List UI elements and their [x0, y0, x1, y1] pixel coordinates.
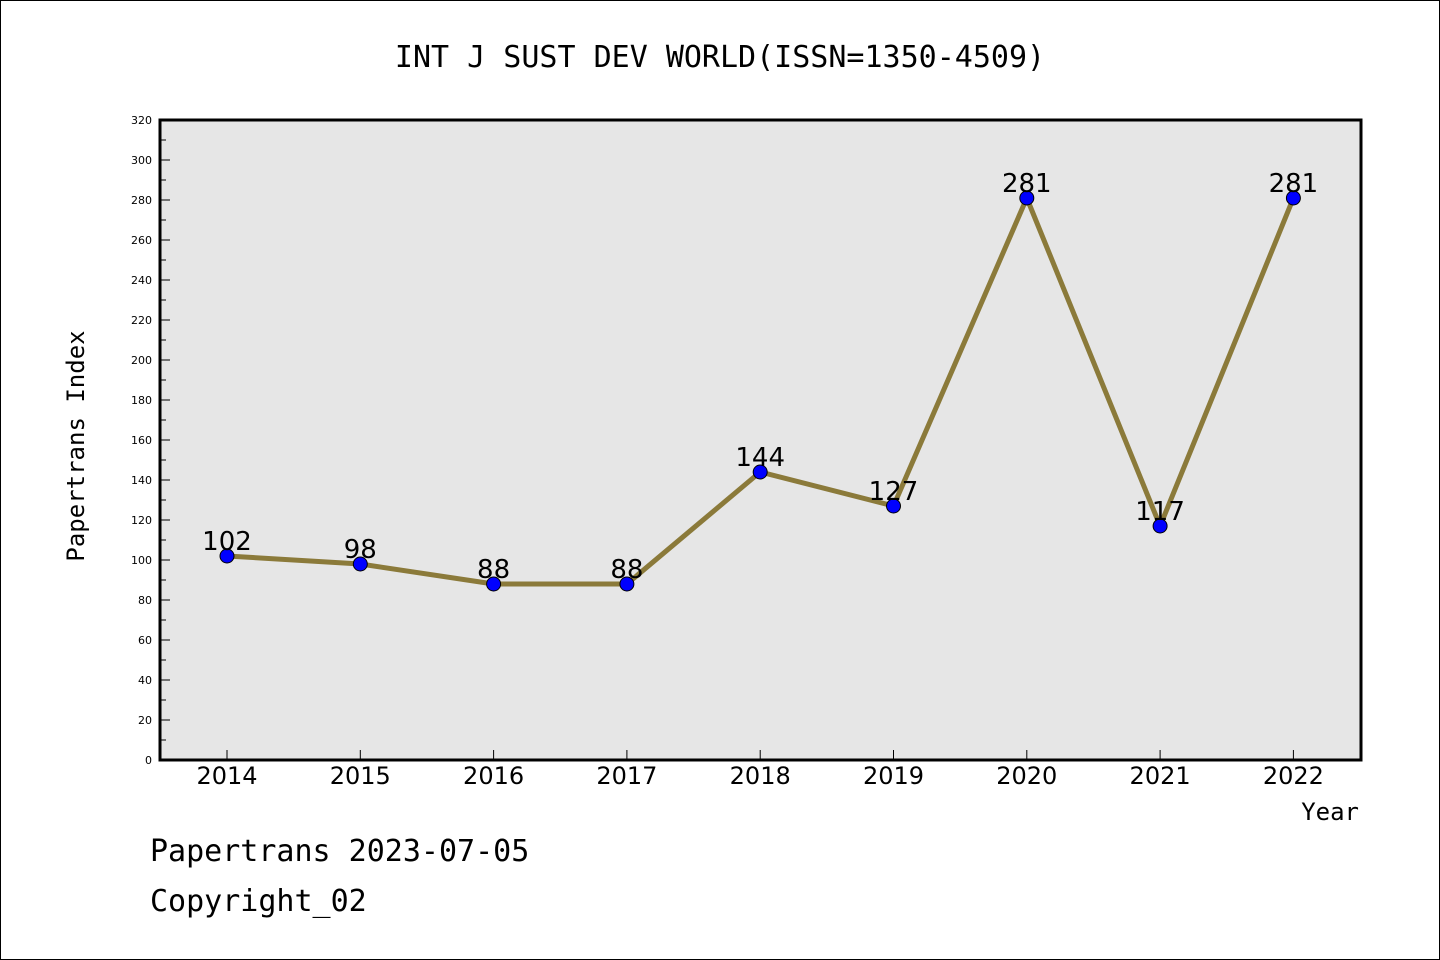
x-axis-title: Year — [1301, 798, 1359, 826]
x-tick-label: 2022 — [1263, 762, 1324, 790]
data-point — [752, 464, 768, 480]
y-tick-label: 0 — [145, 754, 152, 767]
plot-area — [158, 118, 1363, 762]
y-tick-label: 320 — [131, 114, 152, 127]
y-tick-label: 180 — [131, 394, 152, 407]
y-tick-label: 160 — [131, 434, 152, 447]
y-tick-label: 120 — [131, 514, 152, 527]
y-tick-label: 140 — [131, 474, 152, 487]
data-label: 117 — [1135, 497, 1185, 527]
data-label: 88 — [477, 555, 510, 585]
y-tick-label: 200 — [131, 354, 152, 367]
footer-date: Papertrans 2023-07-05 — [150, 834, 530, 869]
data-label: 127 — [869, 477, 919, 507]
data-point — [1152, 518, 1168, 534]
x-tick-label: 2020 — [996, 762, 1057, 790]
x-tick-label: 2015 — [330, 762, 391, 790]
y-tick-label: 260 — [131, 234, 152, 247]
data-point — [886, 498, 901, 514]
y-axis: 0 20 40 60 80 100 120 140 160 180 200 220 240 260 280 3… — [131, 114, 170, 767]
footer-copyright: Copyright_02 — [150, 884, 367, 919]
x-axis: 2014 2015 2016 2017 2018 2019 2020 2021 2022 — [196, 750, 1324, 790]
y-tick-label: 20 — [138, 714, 152, 727]
data-label: 281 — [1002, 169, 1052, 199]
y-tick-label: 220 — [131, 314, 152, 327]
x-tick-label: 2014 — [196, 762, 257, 790]
y-tick-label: 300 — [131, 154, 152, 167]
data-point — [1019, 190, 1035, 206]
data-point — [219, 548, 235, 564]
x-tick-label: 2019 — [863, 762, 924, 790]
x-tick-label: 2021 — [1130, 762, 1191, 790]
y-tick-label: 100 — [131, 554, 152, 567]
y-tick-label: 240 — [131, 274, 152, 287]
data-point — [619, 576, 635, 592]
y-axis-title: Papertrans Index — [62, 330, 90, 561]
y-tick-label: 80 — [138, 594, 152, 607]
data-label: 281 — [1269, 169, 1319, 199]
data-point — [1285, 190, 1301, 206]
data-label: 144 — [735, 443, 785, 473]
series-layer — [219, 190, 1301, 592]
data-labels: 102 98 88 88 144 127 281 117 281 — [202, 169, 1318, 585]
y-tick-label: 60 — [138, 634, 152, 647]
data-label: 102 — [202, 527, 252, 557]
x-tick-label: 2016 — [463, 762, 524, 790]
data-point — [352, 556, 368, 572]
data-label: 88 — [610, 555, 643, 585]
data-label: 98 — [344, 535, 377, 565]
x-tick-label: 2017 — [596, 762, 657, 790]
x-tick-label: 2018 — [730, 762, 791, 790]
chart-title: INT J SUST DEV WORLD(ISSN=1350-4509) — [395, 40, 1045, 75]
data-point — [486, 576, 502, 592]
y-tick-label: 280 — [131, 194, 152, 207]
y-tick-label: 40 — [138, 674, 152, 687]
